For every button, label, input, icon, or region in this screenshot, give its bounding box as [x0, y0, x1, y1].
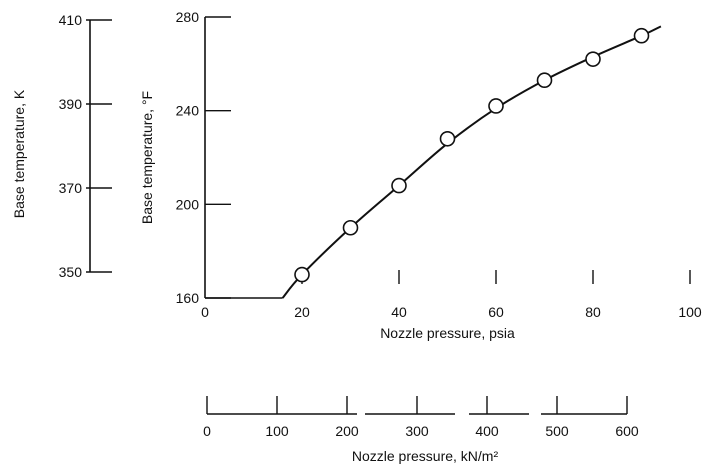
k-tick-label-410: 410	[59, 12, 83, 28]
fit-curve	[281, 25, 662, 299]
x-tick-label-40: 40	[391, 304, 407, 320]
data-point-7	[633, 27, 650, 44]
y-axis-title: Base temperature, °F	[139, 91, 155, 224]
y-tick-label-280: 280	[176, 9, 200, 25]
kn-tick-label-400: 400	[475, 423, 499, 439]
labels: Nozzle pressure, psia Nozzle pressure, kN…	[11, 89, 515, 464]
kn-tick-label-500: 500	[545, 423, 569, 439]
x-tick-label-80: 80	[585, 304, 601, 320]
data-point-4	[488, 98, 504, 114]
data-point-6	[585, 51, 601, 67]
data-point-3	[439, 130, 456, 147]
k-tick-label-370: 370	[59, 180, 83, 196]
k-axis-title: Base temperature, K	[11, 89, 27, 218]
data-point-0	[294, 266, 310, 283]
x-tick-label-100: 100	[678, 304, 702, 320]
x-tick-label-20: 20	[294, 304, 310, 320]
x-tick-label-60: 60	[488, 304, 504, 320]
x-tick-label-0: 0	[201, 304, 209, 320]
y-tick-label-240: 240	[176, 103, 200, 119]
x-axis-title: Nozzle pressure, psia	[380, 325, 515, 341]
ticks: 160 200 240 280 0 20 40 60 80 100 350 370 390 410 0 100…	[59, 9, 702, 439]
y-tick-label-200: 200	[176, 196, 200, 212]
k-tick-label-390: 390	[59, 96, 83, 112]
kn-tick-label-200: 200	[335, 423, 359, 439]
kn-tick-label-600: 600	[615, 423, 639, 439]
kn-axis-title: Nozzle pressure, kN/m²	[352, 448, 499, 464]
kn-tick-label-100: 100	[265, 423, 289, 439]
markers	[294, 27, 650, 283]
kn-tick-label-0: 0	[203, 423, 211, 439]
data-point-5	[536, 72, 553, 89]
kn-tick-label-300: 300	[405, 423, 429, 439]
data-point-2	[391, 177, 407, 194]
data-point-1	[342, 219, 359, 236]
k-tick-label-350: 350	[59, 264, 83, 280]
y-tick-label-160: 160	[176, 290, 200, 306]
